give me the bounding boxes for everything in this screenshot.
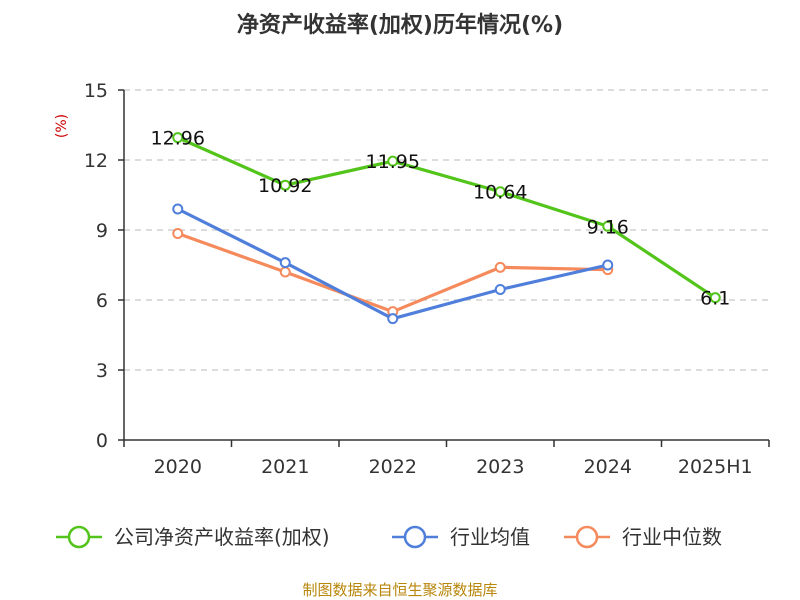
legend-label: 行业中位数 — [622, 525, 722, 549]
axes: 0 3 6 9 12 15 2020 2021 2022 2023 2024 2025H1 — [84, 80, 770, 478]
data-label: 9.16 — [587, 216, 629, 238]
y-tick-label: 3 — [96, 360, 108, 382]
data-point — [279, 179, 291, 191]
legend-swatch-marker — [403, 525, 427, 549]
chart-title: 净资产收益率(加权)历年情况(%) — [237, 12, 563, 38]
grid-lines — [124, 89, 769, 371]
series-2 — [172, 228, 614, 318]
legend-swatch-marker — [575, 525, 599, 549]
data-point — [172, 228, 184, 239]
y-axis-unit: (%) — [54, 114, 70, 138]
data-point — [494, 186, 506, 198]
legend-label: 公司净资产收益率(加权) — [114, 525, 330, 549]
data-point — [387, 313, 399, 325]
legend-item: 行业中位数 — [564, 525, 722, 549]
data-point — [709, 292, 721, 304]
data-point — [494, 261, 506, 273]
y-tick-label: 9 — [96, 220, 108, 242]
data-label: 11.95 — [366, 151, 420, 173]
data-point — [279, 257, 291, 269]
x-tick-label: 2025H1 — [678, 456, 753, 478]
data-label: 6.1 — [700, 288, 730, 310]
source-note: 制图数据来自恒生聚源数据库 — [302, 581, 497, 599]
y-tick-label: 12 — [84, 150, 108, 172]
x-tick-label: 2023 — [476, 456, 524, 478]
series-line — [177, 207, 609, 321]
legend-item: 行业均值 — [392, 525, 530, 549]
data-point — [602, 220, 614, 232]
legend-swatch-marker — [67, 525, 91, 549]
x-tick-label: 2022 — [369, 456, 417, 478]
legend-label: 行业均值 — [450, 525, 530, 549]
series-lines — [172, 132, 721, 325]
y-tick-label: 15 — [84, 80, 108, 102]
data-point — [172, 132, 184, 144]
data-point — [494, 284, 506, 295]
series-0 — [172, 132, 721, 304]
data-point — [602, 259, 614, 271]
data-label: 10.92 — [258, 175, 312, 197]
y-tick-label: 6 — [96, 290, 108, 312]
data-labels: 12.96 10.92 11.95 10.64 9.16 6.1 — [151, 128, 731, 310]
series-1 — [172, 203, 614, 325]
legend: 公司净资产收益率(加权) 行业均值 行业中位数 — [56, 525, 722, 549]
data-label: 12.96 — [151, 128, 205, 150]
y-tick-label: 0 — [96, 430, 108, 452]
data-label: 10.64 — [473, 182, 527, 204]
data-point — [172, 203, 184, 215]
legend-item: 公司净资产收益率(加权) — [56, 525, 330, 549]
x-tick-label: 2024 — [584, 456, 632, 478]
x-tick-label: 2020 — [154, 456, 202, 478]
data-point — [279, 266, 291, 278]
series-line — [177, 136, 717, 299]
data-point — [387, 155, 399, 167]
x-tick-label: 2021 — [261, 456, 309, 478]
